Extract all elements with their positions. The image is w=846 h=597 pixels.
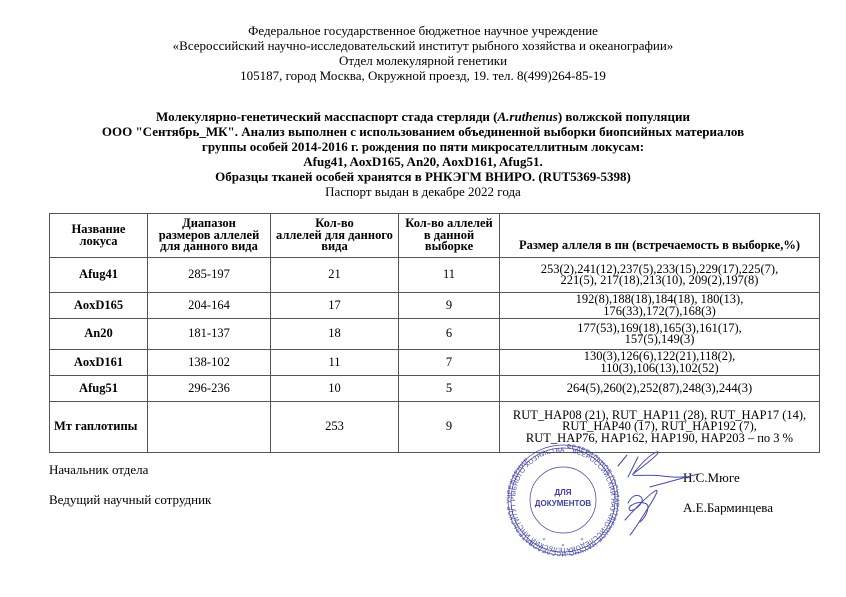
svg-text:ВСЕРОССИЙСКИЙ НАУЧНО-ИССЛЕДОВА: ВСЕРОССИЙСКИЙ НАУЧНО-ИССЛЕДОВАТЕЛЬСКИЙ И… xyxy=(0,0,618,553)
svg-text:*: * xyxy=(562,544,565,550)
svg-text:*: * xyxy=(581,538,584,544)
svg-text:ДОКУМЕНТОВ: ДОКУМЕНТОВ xyxy=(535,499,592,508)
svg-text:*: * xyxy=(543,538,546,544)
svg-text:ДЛЯ: ДЛЯ xyxy=(554,488,571,497)
